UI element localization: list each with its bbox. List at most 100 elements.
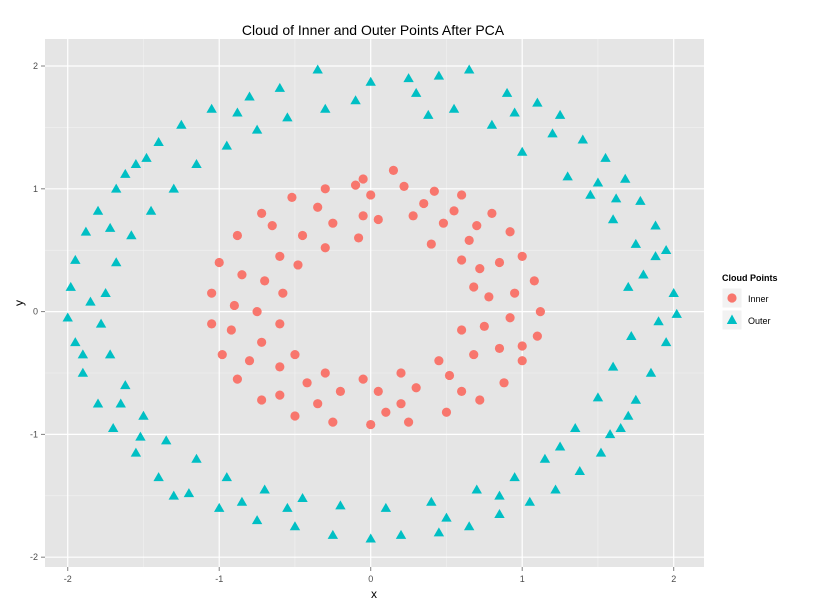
- inner-point: [529, 276, 539, 286]
- outer-point: [547, 128, 558, 138]
- inner-point: [278, 288, 288, 298]
- inner-point: [260, 276, 270, 286]
- inner-point: [475, 264, 485, 274]
- inner-point: [214, 257, 224, 268]
- inner-point: [232, 230, 242, 241]
- outer-point: [70, 254, 81, 264]
- inner-point: [457, 190, 467, 200]
- inner-point: [207, 288, 217, 298]
- outer-point: [554, 441, 566, 451]
- y-axis-ticks: -2 -1 0 1 2: [30, 61, 45, 562]
- outer-point: [509, 472, 520, 482]
- outer-point: [120, 380, 131, 390]
- inner-point: [381, 407, 391, 417]
- outer-point: [77, 349, 89, 359]
- outer-point: [630, 238, 642, 248]
- inner-point: [444, 370, 455, 381]
- outer-point: [274, 82, 286, 92]
- outer-point: [153, 136, 164, 146]
- inner-point: [335, 386, 346, 397]
- outer-point: [626, 330, 637, 340]
- inner-point: [244, 356, 255, 366]
- outer-point: [486, 119, 498, 129]
- outer-point: [135, 431, 146, 441]
- outer-point: [365, 76, 376, 86]
- outer-point: [365, 533, 376, 543]
- outer-point: [312, 64, 323, 74]
- outer-point: [95, 318, 107, 328]
- outer-point: [130, 159, 142, 169]
- outer-point: [320, 103, 331, 113]
- inner-point: [320, 368, 330, 378]
- outer-point: [289, 521, 301, 531]
- outer-point: [532, 97, 543, 107]
- inner-point: [275, 390, 285, 400]
- outer-point: [232, 107, 243, 117]
- inner-point: [505, 227, 515, 237]
- inner-point: [499, 378, 509, 388]
- legend-title: Cloud Points: [722, 273, 778, 283]
- outer-point: [550, 484, 561, 494]
- inner-point: [229, 300, 239, 311]
- outer-point: [509, 107, 520, 117]
- outer-point: [191, 453, 202, 463]
- outer-point: [221, 472, 232, 482]
- inner-point: [358, 211, 368, 221]
- inner-point: [320, 243, 330, 253]
- outer-point: [92, 205, 104, 215]
- outer-point: [671, 308, 682, 318]
- outer-point: [104, 349, 116, 359]
- inner-point: [257, 395, 267, 405]
- y-tick-label: 0: [33, 307, 38, 317]
- inner-point: [275, 251, 285, 261]
- outer-point: [130, 447, 142, 457]
- inner-point: [313, 399, 323, 409]
- inner-point: [388, 165, 399, 175]
- outer-point: [620, 173, 631, 183]
- inner-point: [328, 417, 338, 427]
- inner-point: [403, 417, 414, 427]
- inner-point: [411, 383, 421, 393]
- outer-point: [350, 95, 361, 105]
- outer-point: [251, 124, 263, 134]
- inner-point: [479, 321, 489, 331]
- outer-point: [539, 453, 551, 463]
- outer-point: [168, 490, 179, 500]
- outer-point: [441, 512, 452, 522]
- outer-point: [623, 410, 634, 420]
- outer-point: [562, 171, 573, 181]
- outer-point: [92, 398, 104, 408]
- outer-point: [463, 521, 475, 531]
- inner-point: [505, 313, 515, 323]
- x-tick-label: -1: [215, 574, 223, 584]
- outer-point: [615, 423, 626, 433]
- outer-point: [206, 103, 217, 113]
- outer-point: [653, 316, 664, 326]
- outer-point: [592, 177, 604, 187]
- outer-point: [570, 423, 581, 433]
- inner-point: [494, 257, 505, 268]
- outer-point: [660, 337, 672, 347]
- outer-point: [610, 193, 622, 203]
- inner-point: [237, 270, 247, 280]
- outer-point: [335, 500, 346, 510]
- y-tick-label: -2: [30, 552, 38, 562]
- legend-label-inner: Inner: [748, 294, 769, 304]
- outer-point: [501, 87, 513, 97]
- outer-point: [524, 496, 535, 506]
- outer-point: [426, 496, 437, 506]
- outer-point: [100, 287, 111, 297]
- outer-point: [145, 205, 157, 215]
- inner-point: [302, 378, 312, 388]
- x-axis-title: x: [371, 587, 377, 601]
- inner-point: [366, 419, 376, 430]
- y-axis-title: y: [12, 300, 26, 306]
- inner-point: [275, 362, 285, 372]
- inner-point: [297, 230, 308, 241]
- legend-outer-marker: [726, 314, 738, 324]
- y-tick-label: 2: [33, 61, 38, 71]
- inner-point: [532, 331, 542, 341]
- inner-point: [275, 319, 285, 329]
- outer-point: [327, 529, 339, 539]
- outer-point: [630, 394, 642, 404]
